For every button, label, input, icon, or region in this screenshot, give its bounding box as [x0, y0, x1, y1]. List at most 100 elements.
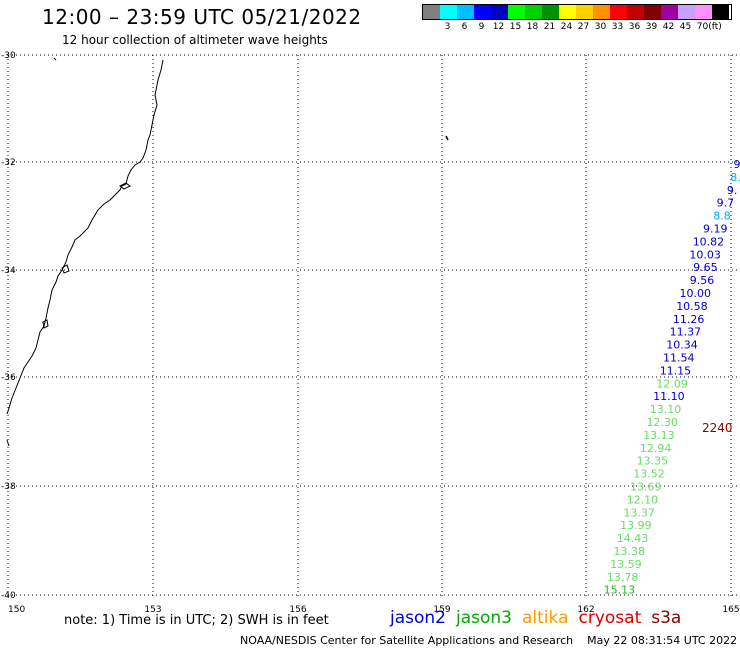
color-scale-label: 42 [662, 22, 675, 32]
wave-height-value: 9.19 [703, 223, 728, 236]
coast-inlet [61, 264, 70, 274]
longitude-label: 165 [722, 605, 739, 615]
color-swatch [593, 5, 610, 19]
color-swatch [610, 5, 627, 19]
wave-height-value: 11.15 [660, 364, 692, 377]
latitude-label: -34 [1, 266, 16, 276]
wave-height-value: 13.99 [620, 519, 652, 532]
wave-height-value: 12.30 [647, 416, 679, 429]
color-scale-label: 45 [679, 22, 692, 32]
wave-height-value: 15.13 [604, 584, 636, 597]
color-swatch [491, 5, 508, 19]
color-swatch [542, 5, 559, 19]
longitude-label: 153 [144, 605, 161, 615]
latitude-label: -40 [1, 591, 16, 601]
wave-height-value: 9. [727, 184, 738, 197]
latitude-label: -32 [1, 158, 16, 168]
wave-height-value: 13.69 [630, 481, 662, 494]
wave-height-value: 11.37 [670, 326, 702, 339]
color-scale-labels: 3 6 9 12 15 18 21 24 27 30 33 36 39 42 45 70 (ft) [422, 20, 732, 32]
wave-height-value: 10.82 [693, 235, 725, 248]
coast-fragment [6, 439, 10, 447]
color-swatch [508, 5, 525, 19]
color-scale-label: 39 [645, 22, 658, 32]
graticule-labels: -30 -32 -34 -36 -38 -40 150 153 156 159 162 165 [1, 51, 740, 615]
generated-timestamp: May 22 08:31:54 UTC 2022 [587, 634, 738, 647]
longitude-label: 150 [8, 605, 25, 615]
wave-height-value: 8. [730, 171, 740, 184]
longitude-label: 162 [577, 605, 594, 615]
wave-height-value: 11.54 [663, 352, 695, 365]
latitude-label: -38 [1, 482, 16, 492]
satellite-legend-item: jason2 [390, 608, 446, 628]
color-scale-label: 30 [594, 22, 607, 32]
wave-height-value: 13.52 [633, 468, 665, 481]
wave-height-value: 11.10 [653, 390, 685, 403]
color-swatch [457, 5, 474, 19]
color-swatch [627, 5, 644, 19]
color-swatch [423, 5, 440, 19]
color-scale-label: 21 [543, 22, 556, 32]
credit-line: NOAA/NESDIS Center for Satellite Applica… [240, 634, 737, 647]
wave-height-value: 11.26 [673, 313, 705, 326]
color-swatch [474, 5, 491, 19]
wave-height-value: 9.7 [717, 197, 735, 210]
units-note: note: 1) Time is in UTC; 2) SWH is in fe… [64, 613, 329, 628]
pass-time-marker: 2240 [702, 421, 733, 435]
wave-height-value: 13.37 [623, 506, 655, 519]
color-scale-label: 33 [611, 22, 624, 32]
wave-height-value: 12.10 [627, 493, 659, 506]
wave-height-value: 14.43 [617, 532, 649, 545]
color-scale-label: 70 [696, 22, 709, 32]
color-swatch [644, 5, 661, 19]
wave-height-value: 10.58 [676, 300, 708, 313]
wave-height-value: 13.59 [610, 558, 642, 571]
satellite-legend: jason2 jason3 altika cryosat s3a [390, 608, 691, 628]
credit-text: NOAA/NESDIS Center for Satellite Applica… [240, 634, 574, 647]
map-subtitle: 12 hour collection of altimeter wave hei… [62, 33, 328, 47]
coast-fragment [53, 57, 57, 61]
color-swatch [440, 5, 457, 19]
color-swatch [576, 5, 593, 19]
wave-height-value: 13.10 [650, 403, 682, 416]
color-scale-label: 3 [444, 22, 451, 32]
color-scale-label: 9 [478, 22, 485, 32]
color-scale-label: 27 [577, 22, 590, 32]
wave-height-value: 13.78 [607, 571, 639, 584]
color-scale-label: 36 [628, 22, 641, 32]
coast-inlet [119, 182, 131, 190]
color-swatch [661, 5, 678, 19]
wave-height-value: 8.8 [713, 210, 731, 223]
graticule [7, 54, 740, 598]
wave-height-value: 10.00 [680, 287, 712, 300]
wave-height-value: 13.35 [637, 455, 669, 468]
color-scale-label: 24 [560, 22, 573, 32]
color-swatch [559, 5, 576, 19]
wave-height-value: 12.09 [656, 377, 688, 390]
wave-height-value: 9. [734, 158, 740, 171]
coast-inlet [42, 319, 49, 329]
satellite-legend-item: cryosat [578, 608, 642, 628]
color-scale-swatches [422, 4, 732, 20]
color-scale-label: 18 [526, 22, 539, 32]
wave-height-value: 13.38 [614, 545, 646, 558]
color-swatch [712, 5, 729, 19]
wave-height-color-scale: 3 6 9 12 15 18 21 24 27 30 33 36 39 42 45 70 (ft) [422, 4, 732, 32]
wave-height-value: 9.65 [693, 261, 718, 274]
wave-height-value: 10.34 [666, 339, 698, 352]
wave-height-observations: 9.8.9.9.78.89.1910.8210.039.659.5610.001… [604, 158, 740, 597]
australia-coastline [6, 59, 164, 415]
color-swatch [678, 5, 695, 19]
wave-height-value: 12.94 [640, 442, 672, 455]
color-scale-label: 6 [461, 22, 468, 32]
wave-height-value: 9.56 [690, 274, 715, 287]
color-swatch [695, 5, 712, 19]
color-scale-unit: (ft) [708, 22, 722, 32]
latitude-label: -30 [1, 51, 16, 61]
color-scale-label: 12 [492, 22, 505, 32]
wave-height-value: 13.13 [643, 429, 675, 442]
wave-height-value: 10.03 [689, 248, 721, 261]
satellite-legend-item: altika [522, 608, 569, 628]
map-title: 12:00 – 23:59 UTC 05/21/2022 [42, 5, 362, 29]
latitude-label: -36 [1, 373, 16, 383]
